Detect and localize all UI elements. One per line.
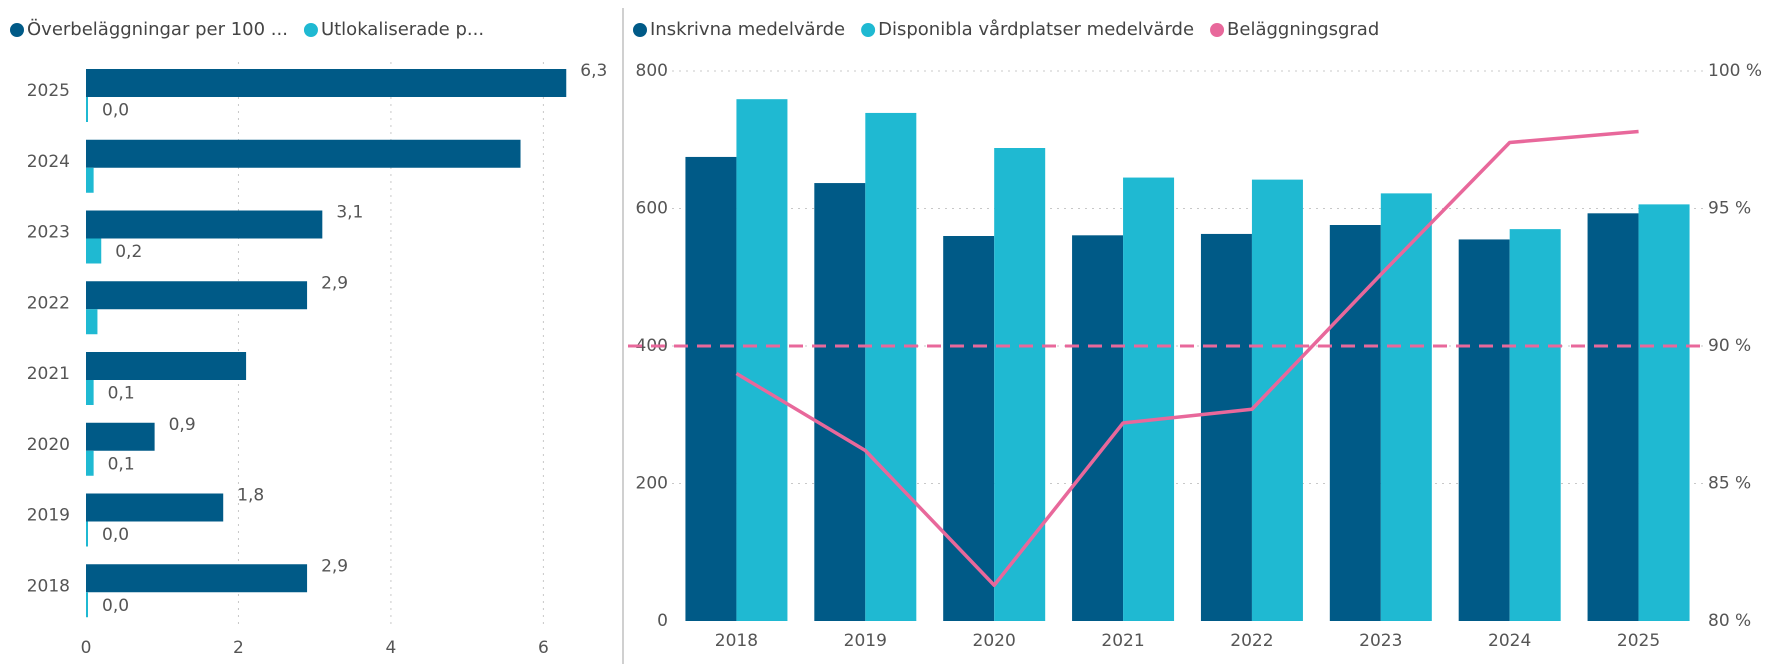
data-label: 0,9 xyxy=(169,415,196,435)
y-tick-label: 2023 xyxy=(27,223,70,243)
bar xyxy=(86,69,567,97)
bar xyxy=(943,236,995,621)
bar xyxy=(86,564,308,593)
bar xyxy=(86,592,88,618)
bar xyxy=(86,281,308,310)
x-tick-label: 2018 xyxy=(715,631,758,651)
x-tick-label: 6 xyxy=(538,638,549,658)
bar xyxy=(1072,235,1124,621)
bar xyxy=(86,493,224,522)
y-tick-label: 800 xyxy=(636,61,668,81)
bar xyxy=(1638,204,1690,621)
bar xyxy=(1380,193,1432,621)
bar xyxy=(1200,233,1252,621)
data-label: 2,9 xyxy=(321,556,348,576)
data-label: 2,9 xyxy=(321,273,348,293)
bar xyxy=(736,99,788,621)
bar xyxy=(814,183,866,621)
legend-label: Överbeläggningar per 100 ... xyxy=(27,18,288,40)
legend-label: Inskrivna medelvärde xyxy=(650,19,845,40)
y-tick-label: 2021 xyxy=(27,364,70,384)
data-label: 0,0 xyxy=(102,596,129,616)
x-tick-label: 2024 xyxy=(1488,631,1531,651)
bar xyxy=(1458,239,1510,621)
bar xyxy=(86,422,155,451)
y-tick-label: 2018 xyxy=(27,576,70,596)
y-tick-label: 0 xyxy=(657,611,668,631)
bar xyxy=(86,380,94,405)
line-series xyxy=(735,129,1639,587)
data-label: 0,0 xyxy=(102,101,129,121)
x-tick-label: 0 xyxy=(81,638,92,658)
y-tick-label: 600 xyxy=(636,199,668,219)
legend-label: Beläggningsgrad xyxy=(1227,19,1379,40)
bar xyxy=(685,156,737,621)
bar xyxy=(86,238,102,264)
bar xyxy=(1123,177,1175,621)
bar xyxy=(1329,225,1381,621)
bar xyxy=(865,112,917,621)
bar xyxy=(1509,229,1561,621)
y-tick-label: 2025 xyxy=(27,81,70,101)
data-label: 0,0 xyxy=(102,525,129,545)
data-label: 0,1 xyxy=(108,384,135,404)
bar xyxy=(86,210,323,239)
x-tick-label: 2 xyxy=(233,638,244,658)
y2-tick-label: 100 % xyxy=(1708,61,1762,81)
bar xyxy=(1587,213,1639,621)
x-tick-label: 2021 xyxy=(1101,631,1144,651)
x-tick-label: 2025 xyxy=(1617,631,1660,651)
x-tick-label: 4 xyxy=(386,638,397,658)
data-label: 1,8 xyxy=(237,486,264,506)
legend-marker xyxy=(633,23,647,37)
legend-marker xyxy=(1210,23,1225,37)
legend-label: Utlokaliserade p... xyxy=(321,19,484,40)
data-label: 3,1 xyxy=(336,203,363,223)
y-tick-label: 2024 xyxy=(27,152,70,172)
y-tick-label: 2020 xyxy=(27,435,70,455)
bar xyxy=(86,450,94,476)
y-tick-label: 2019 xyxy=(27,506,70,526)
legend-label: Disponibla vårdplatser medelvärde xyxy=(878,19,1194,40)
x-tick-label: 2020 xyxy=(973,631,1016,651)
legend-marker xyxy=(861,23,876,37)
bar xyxy=(86,352,247,380)
x-tick-label: 2022 xyxy=(1230,631,1273,651)
y2-tick-label: 80 % xyxy=(1708,611,1751,631)
data-label: 6,3 xyxy=(580,61,607,81)
bar xyxy=(86,97,88,122)
bar xyxy=(86,139,521,168)
y2-tick-label: 85 % xyxy=(1708,474,1751,494)
y-tick-label: 200 xyxy=(636,474,668,494)
y2-tick-label: 95 % xyxy=(1708,199,1751,219)
bar xyxy=(86,309,98,335)
data-label: 0,1 xyxy=(108,454,135,474)
data-label: 0,2 xyxy=(115,242,142,262)
y-tick-label: 2022 xyxy=(27,293,70,313)
legend-marker xyxy=(10,23,24,37)
x-tick-label: 2019 xyxy=(844,631,887,651)
bar xyxy=(86,167,94,193)
y2-tick-label: 90 % xyxy=(1708,336,1751,356)
bar xyxy=(994,148,1046,621)
x-tick-label: 2023 xyxy=(1359,631,1402,651)
legend-marker xyxy=(303,23,318,37)
bar xyxy=(86,521,88,547)
